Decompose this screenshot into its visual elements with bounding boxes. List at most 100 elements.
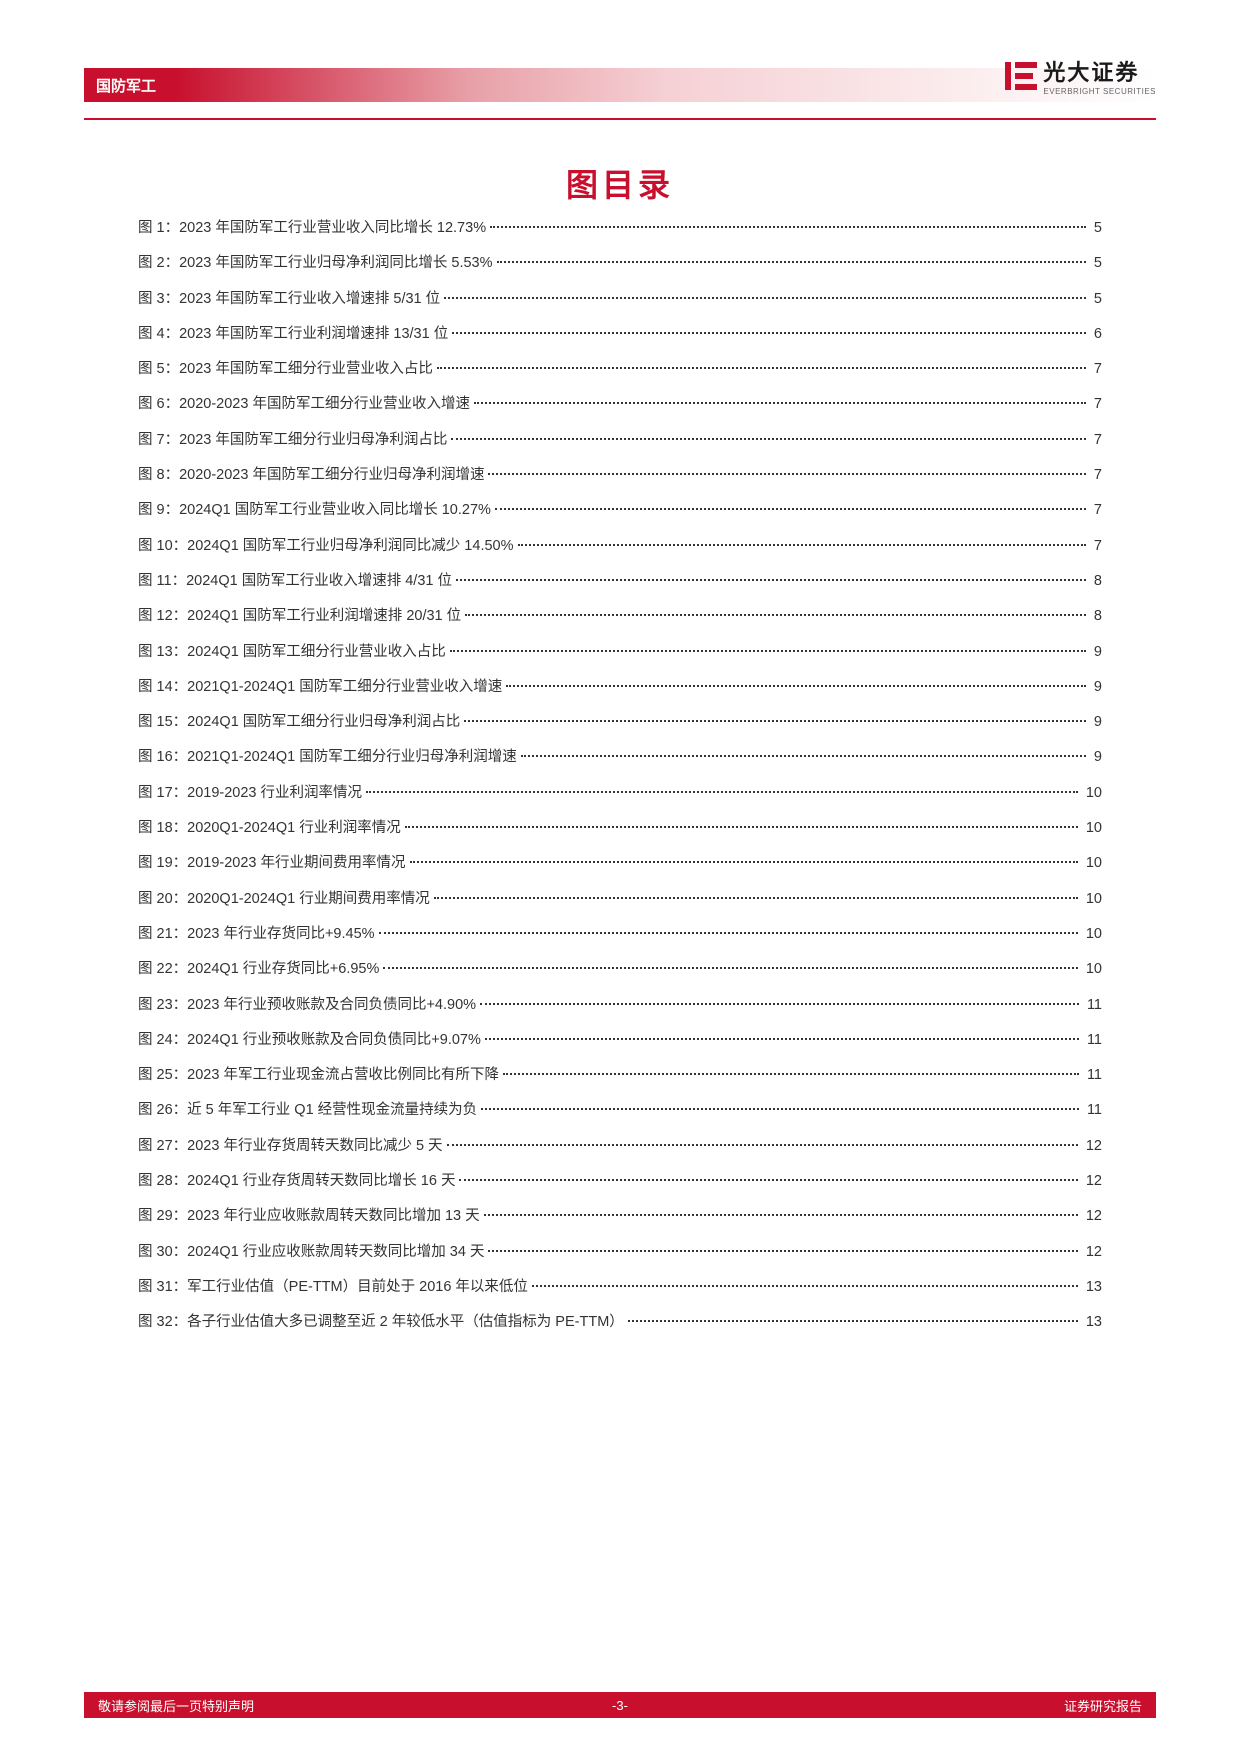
toc-entry-page: 6 [1090,324,1102,344]
toc-dots [506,685,1086,687]
toc-entry-label: 图 15：2024Q1 国防军工细分行业归母净利润占比 [138,712,460,732]
toc-entry: 图 13：2024Q1 国防军工细分行业营业收入占比 9 [138,642,1102,662]
toc-entry: 图 2：2023 年国防军工行业归母净利润同比增长 5.53% 5 [138,253,1102,273]
toc-entry-page: 9 [1090,677,1102,697]
toc-entry-label: 图 30：2024Q1 行业应收账款周转天数同比增加 34 天 [138,1242,484,1262]
toc-entry: 图 14：2021Q1-2024Q1 国防军工细分行业营业收入增速9 [138,677,1102,697]
toc-entry-label: 图 3：2023 年国防军工行业收入增速排 5/31 位 [138,289,440,309]
toc-entry-label: 图 23：2023 年行业预收账款及合同负债同比+4.90% [138,995,476,1015]
toc-dots [366,791,1078,793]
toc-dots [485,1038,1079,1040]
logo-text-en: EVERBRIGHT SECURITIES [1043,87,1156,96]
toc-entry-page: 12 [1082,1136,1102,1156]
toc-entry-label: 图 4：2023 年国防军工行业利润增速排 13/31 位 [138,324,448,344]
toc-entry-page: 8 [1090,571,1102,591]
toc-entry-label: 图 2：2023 年国防军工行业归母净利润同比增长 5.53% [138,253,493,273]
toc-entry-label: 图 31：军工行业估值（PE-TTM）目前处于 2016 年以来低位 [138,1277,528,1297]
toc-dots [410,861,1078,863]
toc-entry-label: 图 12：2024Q1 国防军工行业利润增速排 20/31 位 [138,606,461,626]
toc-dots [480,1003,1079,1005]
toc-dots [465,614,1086,616]
toc-entry-page: 10 [1082,818,1102,838]
toc-entry: 图 30：2024Q1 行业应收账款周转天数同比增加 34 天 12 [138,1242,1102,1262]
toc-dots [383,967,1077,969]
header-category-label: 国防军工 [96,75,156,96]
toc-dots [434,897,1078,899]
toc-entry-page: 12 [1082,1171,1102,1191]
toc-entry-page: 7 [1090,465,1102,485]
toc-dots [518,544,1086,546]
toc-entry-label: 图 29：2023 年行业应收账款周转天数同比增加 13 天 [138,1206,480,1226]
toc-entry-page: 12 [1082,1242,1102,1262]
toc-entry-label: 图 28：2024Q1 行业存货周转天数同比增长 16 天 [138,1171,455,1191]
toc-entry-page: 10 [1082,783,1102,803]
toc-dots [490,226,1086,228]
logo-text-block: 光大证券 EVERBRIGHT SECURITIES [1043,55,1156,96]
toc-dots [484,1214,1078,1216]
toc-entry: 图 23：2023 年行业预收账款及合同负债同比+4.90% 11 [138,995,1102,1015]
toc-entry: 图 15：2024Q1 国防军工细分行业归母净利润占比9 [138,712,1102,732]
toc-entry-label: 图 6：2020-2023 年国防军工细分行业营业收入增速 [138,394,470,414]
toc-entry: 图 6：2020-2023 年国防军工细分行业营业收入增速7 [138,394,1102,414]
toc-entry: 图 22：2024Q1 行业存货同比+6.95%10 [138,959,1102,979]
logo-text-cn: 光大证券 [1043,55,1156,87]
footer-left-text: 敬请参阅最后一页特别声明 [98,1696,446,1715]
toc-entry: 图 9：2024Q1 国防军工行业营业收入同比增长 10.27%7 [138,500,1102,520]
toc-entry-label: 图 16：2021Q1-2024Q1 国防军工细分行业归母净利润增速 [138,747,517,767]
toc-entry-page: 5 [1090,218,1102,238]
toc-entry: 图 28：2024Q1 行业存货周转天数同比增长 16 天 12 [138,1171,1102,1191]
toc-entry-label: 图 21：2023 年行业存货同比+9.45% [138,924,375,944]
header-category-bar: 国防军工 [84,68,176,102]
toc-entry: 图 19：2019-2023 年行业期间费用率情况10 [138,853,1102,873]
toc-entry-label: 图 25：2023 年军工行业现金流占营收比例同比有所下降 [138,1065,499,1085]
footer-page-number: -3- [446,1698,794,1713]
toc-dots [488,473,1085,475]
toc-entry-page: 13 [1082,1277,1102,1297]
toc-entry-page: 10 [1082,959,1102,979]
toc-dots [628,1320,1078,1322]
toc-dots [481,1108,1079,1110]
toc-entry-page: 12 [1082,1206,1102,1226]
toc-entry: 图 31：军工行业估值（PE-TTM）目前处于 2016 年以来低位 13 [138,1277,1102,1297]
toc-dots [437,367,1086,369]
toc-entry: 图 26：近 5 年军工行业 Q1 经营性现金流量持续为负11 [138,1100,1102,1120]
toc-entry-page: 8 [1090,606,1102,626]
toc-entry-label: 图 11：2024Q1 国防军工行业收入增速排 4/31 位 [138,571,452,591]
toc-entry-page: 9 [1090,747,1102,767]
toc-entry-label: 图 7：2023 年国防军工细分行业归母净利润占比 [138,430,447,450]
toc-dots [521,755,1086,757]
toc-entry-page: 11 [1083,995,1102,1015]
toc-dots [456,579,1086,581]
toc-dots [450,650,1086,652]
toc-entry: 图 27：2023 年行业存货周转天数同比减少 5 天 12 [138,1136,1102,1156]
toc-entry-page: 13 [1082,1312,1102,1332]
toc-entry-page: 10 [1082,889,1102,909]
toc-dots [532,1285,1078,1287]
footer-bar: 敬请参阅最后一页特别声明 -3- 证券研究报告 [84,1692,1156,1718]
toc-dots [459,1179,1077,1181]
toc-entry-page: 9 [1090,642,1102,662]
toc-entry: 图 7：2023 年国防军工细分行业归母净利润占比 7 [138,430,1102,450]
toc-dots [495,508,1086,510]
everbright-logo-icon [1005,56,1037,96]
footer-right-text: 证券研究报告 [794,1696,1142,1715]
toc-entry: 图 10：2024Q1 国防军工行业归母净利润同比减少 14.50% 7 [138,536,1102,556]
toc-entry: 图 21：2023 年行业存货同比+9.45%10 [138,924,1102,944]
toc-entry-label: 图 27：2023 年行业存货周转天数同比减少 5 天 [138,1136,443,1156]
toc-entry: 图 1：2023 年国防军工行业营业收入同比增长 12.73%5 [138,218,1102,238]
toc-entry: 图 4：2023 年国防军工行业利润增速排 13/31 位 6 [138,324,1102,344]
toc-entry-label: 图 19：2019-2023 年行业期间费用率情况 [138,853,406,873]
toc-entry-label: 图 10：2024Q1 国防军工行业归母净利润同比减少 14.50% [138,536,514,556]
toc-entry-label: 图 8：2020-2023 年国防军工细分行业归母净利润增速 [138,465,484,485]
toc-entry-page: 7 [1090,430,1102,450]
toc-entry-page: 7 [1090,536,1102,556]
toc-entry-label: 图 13：2024Q1 国防军工细分行业营业收入占比 [138,642,446,662]
toc-dots [405,826,1078,828]
title-section: 图目录 [0,160,1240,206]
toc-entry: 图 11：2024Q1 国防军工行业收入增速排 4/31 位 8 [138,571,1102,591]
toc-dots [488,1250,1077,1252]
toc-entry-page: 11 [1083,1065,1102,1085]
toc-entry-page: 5 [1090,253,1102,273]
toc-dots [503,1073,1079,1075]
toc-dots [474,402,1086,404]
